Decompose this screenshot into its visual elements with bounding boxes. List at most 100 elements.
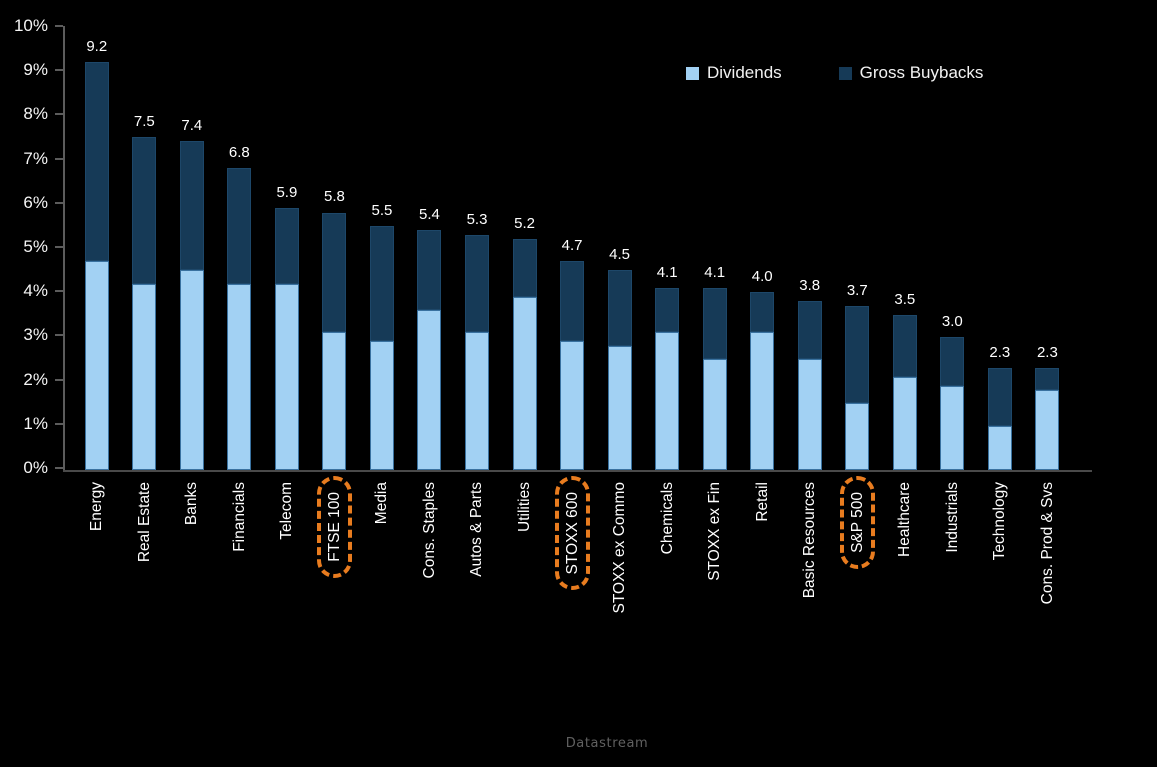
bar-segment-dividends	[465, 332, 490, 470]
category-cell: Utilities	[501, 479, 549, 614]
category-cell: Basic Resources	[786, 479, 834, 614]
bar-segment-gross-buybacks	[750, 292, 775, 333]
bar-column: 9.2	[73, 26, 121, 470]
bar-total-label: 4.0	[751, 268, 773, 286]
legend-item-dividends: Dividends	[686, 63, 782, 83]
y-tick-label: 8%	[23, 104, 48, 124]
y-tick-mark	[55, 378, 63, 381]
bar-stack	[512, 239, 537, 470]
legend-label-dividends: Dividends	[707, 63, 782, 82]
bar-stack	[417, 230, 442, 470]
category-cell: Energy	[73, 479, 121, 614]
category-label: STOXX ex Commo	[611, 482, 629, 614]
y-axis-line	[63, 26, 65, 471]
category-label: Industrials	[943, 482, 961, 553]
bar-total-label: 5.5	[371, 201, 393, 219]
bar-total-label: 7.4	[181, 117, 203, 135]
bar-segment-gross-buybacks	[512, 239, 537, 297]
y-tick-mark	[55, 246, 63, 248]
y-tick-mark	[55, 157, 63, 160]
bar-column: 4.0	[738, 26, 786, 470]
bar-segment-gross-buybacks	[560, 261, 585, 342]
bar-stack	[132, 137, 157, 470]
bar-segment-dividends	[797, 359, 822, 470]
category-label: Banks	[183, 482, 201, 526]
bar-segment-gross-buybacks	[1035, 367, 1060, 391]
bar-column: 6.8	[216, 26, 264, 470]
bar-total-label: 5.4	[419, 206, 440, 224]
bar-segment-dividends	[845, 403, 870, 470]
y-tick-label: 3%	[23, 325, 48, 345]
bar-segment-gross-buybacks	[84, 61, 109, 262]
bar-column: 5.8	[311, 26, 359, 470]
bar-segment-gross-buybacks	[797, 301, 822, 359]
bar-total-label: 6.8	[228, 144, 250, 162]
bar-segment-dividends	[892, 376, 917, 470]
bar-column: 4.5	[596, 26, 644, 470]
bar-stack	[179, 141, 204, 470]
bar-segment-dividends	[750, 332, 775, 470]
bar-total-label: 4.1	[656, 263, 678, 281]
y-tick-mark	[55, 290, 63, 293]
bar-total-label: 7.5	[133, 113, 155, 130]
bar-segment-dividends	[369, 341, 394, 470]
bar-column: 3.0	[929, 26, 977, 470]
bar-total-label: 5.3	[466, 210, 488, 228]
category-cell: Real Estate	[121, 479, 169, 614]
bar-column: 4.1	[643, 26, 691, 470]
bar-segment-gross-buybacks	[322, 212, 347, 333]
bar-stack	[465, 234, 490, 470]
category-cell: FTSE 100	[311, 476, 359, 614]
bar-segment-dividends	[560, 341, 585, 470]
bar-column: 3.7	[834, 26, 882, 470]
bar-segment-gross-buybacks	[987, 367, 1012, 426]
y-tick-label: 4%	[23, 281, 48, 301]
bar-column: 5.5	[358, 26, 406, 470]
bar-stack	[655, 287, 680, 470]
bar-total-label: 9.2	[86, 37, 108, 55]
highlight-box: STOXX 600	[554, 476, 590, 591]
category-label: Telecom	[278, 482, 296, 540]
bar-segment-gross-buybacks	[702, 287, 727, 359]
bar-column: 4.7	[548, 26, 596, 470]
bar-stack	[987, 367, 1012, 470]
y-tick-label: 2%	[23, 369, 48, 389]
highlight-box: FTSE 100	[316, 476, 352, 578]
y-tick-label: 6%	[23, 192, 48, 212]
bar-total-label: 3.8	[799, 277, 821, 295]
category-label: Energy	[88, 482, 106, 532]
bar-stack	[940, 336, 965, 470]
bar-segment-gross-buybacks	[227, 168, 252, 284]
y-tick-label: 5%	[23, 237, 48, 256]
category-label: Cons. Staples	[420, 482, 438, 579]
bar-segment-gross-buybacks	[369, 225, 394, 342]
bar-segment-gross-buybacks	[417, 230, 442, 311]
legend: Dividends Gross Buybacks	[686, 63, 983, 83]
category-cell: Autos & Parts	[453, 479, 501, 614]
category-label: STOXX ex Fin	[706, 482, 724, 581]
bar-segment-dividends	[274, 283, 299, 470]
category-label: Autos & Parts	[468, 482, 486, 577]
bar-column: 7.4	[168, 26, 216, 470]
category-cell: Technology	[976, 479, 1024, 614]
bar-segment-dividends	[179, 270, 204, 470]
buybacks-swatch-icon	[838, 66, 852, 80]
bar-stack	[892, 314, 917, 470]
category-cell: Telecom	[263, 479, 311, 614]
legend-item-buybacks: Gross Buybacks	[838, 63, 983, 83]
bar-column: 5.4	[406, 26, 454, 470]
bar-column: 4.1	[691, 26, 739, 470]
category-cell: Industrials	[929, 479, 977, 614]
category-cell: Retail	[738, 479, 786, 614]
bar-total-label: 4.1	[704, 263, 726, 281]
bar-column: 3.5	[881, 26, 929, 470]
y-tick-label: 10%	[13, 16, 48, 35]
bar-stack	[797, 301, 822, 470]
category-label: Chemicals	[658, 482, 676, 555]
bar-segment-gross-buybacks	[274, 208, 299, 284]
bar-segment-gross-buybacks	[132, 137, 157, 284]
category-axis: Energy Real Estate Banks Financials Telecom F…	[73, 476, 1071, 614]
category-cell: Media	[358, 479, 406, 614]
category-label: Cons. Prod & Svs	[1038, 482, 1056, 605]
bar-segment-dividends	[227, 283, 252, 470]
